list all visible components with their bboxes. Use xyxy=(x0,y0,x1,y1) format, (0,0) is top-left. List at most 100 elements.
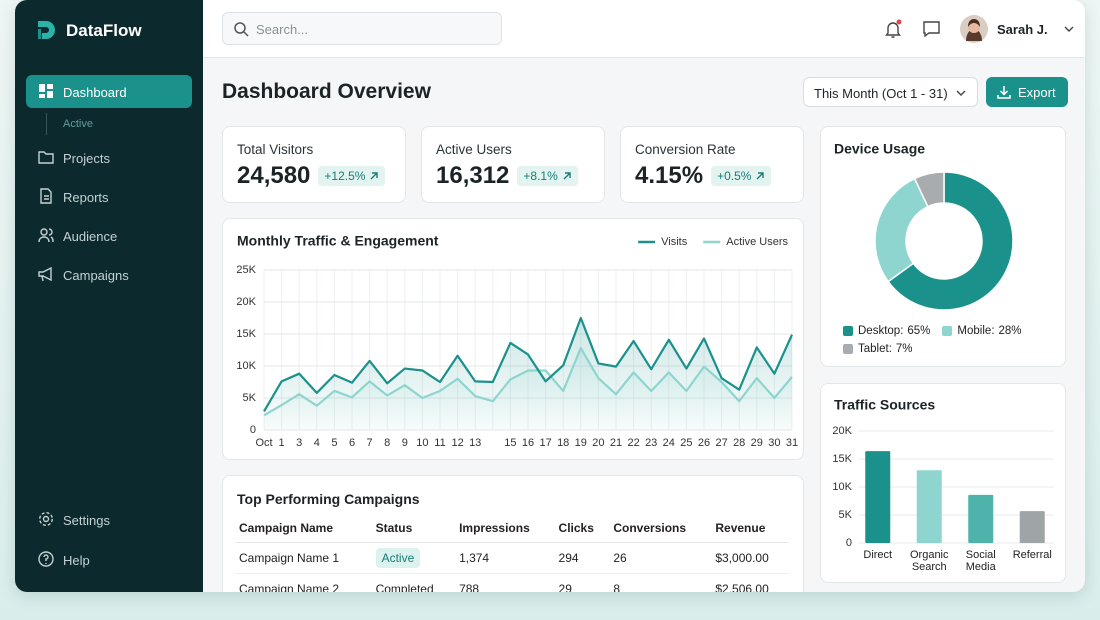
y-tick-label: 0 xyxy=(846,537,852,549)
table-head: Campaign NameStatusImpressionsClicksConv… xyxy=(235,514,789,543)
kpi-change: +8.1% xyxy=(517,166,577,186)
cell-text: 788 xyxy=(459,582,479,592)
nav-item[interactable]: Help xyxy=(26,543,192,576)
cell-text: 294 xyxy=(559,551,579,565)
avatar[interactable] xyxy=(960,15,988,43)
cell-text: 8 xyxy=(613,582,620,592)
x-tick-label: 8 xyxy=(384,437,390,449)
legend-label: Visits xyxy=(661,236,688,248)
table-cell: 29 xyxy=(555,574,610,593)
cell-text: 1,374 xyxy=(459,551,489,565)
x-tick-label: 5 xyxy=(331,437,337,449)
nav-item[interactable]: Audience xyxy=(26,219,192,252)
legend-label: Desktop xyxy=(858,325,907,337)
x-tick-label: 23 xyxy=(645,437,657,449)
cell-text: Campaign Name 2 xyxy=(239,582,339,592)
chart-title: Traffic Sources xyxy=(834,397,935,413)
kpi-card: Active Users 16,312+8.1% xyxy=(421,126,605,203)
table-cell: 1,374 xyxy=(455,543,554,574)
search-placeholder: Search... xyxy=(256,22,308,37)
table-row: Campaign Name 1 Active 1,374 294 26 $3,000.00 xyxy=(235,543,789,574)
nav-label: Help xyxy=(63,553,90,568)
export-button[interactable]: Export xyxy=(986,77,1068,107)
kpi-row: 4.15%+0.5% xyxy=(635,162,771,190)
topbar: Search... Sarah J. xyxy=(203,0,1085,58)
y-tick-label: 20K xyxy=(832,425,852,437)
x-tick-label: 19 xyxy=(575,437,587,449)
column-header: Campaign Name xyxy=(235,514,372,543)
traffic-card: Monthly Traffic & EngagementOct134567891… xyxy=(222,218,804,460)
date-range[interactable]: This Month (Oct 1 - 31) xyxy=(803,77,978,107)
campaign-table: Campaign NameStatusImpressionsClicksConv… xyxy=(235,514,789,592)
cell-text: Campaign Name 1 xyxy=(239,551,339,565)
x-tick-label: 17 xyxy=(539,437,551,449)
sub-line xyxy=(46,113,47,135)
kpi-label: Total Visitors xyxy=(237,142,313,157)
legend-label: Active Users xyxy=(726,236,788,248)
column-header: Status xyxy=(372,514,455,543)
table-cell: 26 xyxy=(609,543,711,574)
legend-label: Tablet xyxy=(858,343,896,355)
chat-icon[interactable] xyxy=(922,19,942,39)
arrow xyxy=(757,173,763,179)
cell-text: $2,506.00 xyxy=(715,582,768,592)
kpi-row: 16,312+8.1% xyxy=(436,162,578,190)
x-tick-label: 10 xyxy=(416,437,428,449)
x-tick-label: 6 xyxy=(349,437,355,449)
nav-item[interactable]: Dashboard xyxy=(26,75,192,108)
column-header: Impressions xyxy=(455,514,554,543)
y-tick-label: 25K xyxy=(236,264,256,276)
cell-text: Completed xyxy=(376,582,434,592)
header-row: Campaign NameStatusImpressionsClicksConv… xyxy=(235,514,789,543)
table-row: Campaign Name 2 Completed 788 298 $2,506.00 xyxy=(235,574,789,593)
campaigns-card: Top Performing Campaigns Campaign NameSt… xyxy=(222,475,804,592)
search-box[interactable]: Search... xyxy=(222,12,502,45)
nav-sub[interactable]: Active xyxy=(63,118,93,130)
bell-icon[interactable] xyxy=(884,19,904,39)
donut-slice xyxy=(875,179,928,282)
nav-label: Reports xyxy=(63,190,109,205)
x-tick-label: Oct xyxy=(255,437,272,449)
cell-text: $3,000.00 xyxy=(715,551,768,565)
x-tick-label: 28 xyxy=(733,437,745,449)
nav-label: Dashboard xyxy=(63,85,127,100)
legend-swatch xyxy=(843,344,853,354)
legend-value: 28% xyxy=(999,325,1022,337)
kpi-label: Active Users xyxy=(436,142,512,157)
table-cell: Active xyxy=(372,543,455,574)
legend-swatch xyxy=(843,326,853,336)
x-tick-label: 4 xyxy=(314,437,320,449)
kpi-label: Conversion Rate xyxy=(635,142,736,157)
x-tick-label: 1 xyxy=(279,437,285,449)
nav-label: Audience xyxy=(63,229,117,244)
table-cell: 8 xyxy=(609,574,711,593)
nav-item[interactable]: Campaigns xyxy=(26,258,192,291)
x-tick-label: 11 xyxy=(434,437,445,449)
kpi-change-text: +12.5% xyxy=(324,169,365,183)
table-cell: 294 xyxy=(555,543,610,574)
table-cell: $2,506.00 xyxy=(711,574,789,593)
device-card: Device UsageDesktop65%Mobile28%Tablet7% xyxy=(820,126,1066,367)
x-tick-label: 27 xyxy=(715,437,727,449)
table-cell: Completed xyxy=(372,574,455,593)
nav-item[interactable]: Reports xyxy=(26,180,192,213)
brand: DataFlow xyxy=(66,21,142,41)
legend: Desktop65%Mobile28%Tablet7% xyxy=(843,325,1043,355)
x-tick-label: Organic Search xyxy=(901,549,957,573)
nav-item[interactable]: Projects xyxy=(26,141,192,174)
chevron[interactable] xyxy=(1064,24,1074,34)
y-tick-label: 20K xyxy=(236,296,256,308)
x-tick-label: 7 xyxy=(367,437,373,449)
nav-item[interactable]: Settings xyxy=(26,503,192,536)
table-cell: 788 xyxy=(455,574,554,593)
kpi-change: +0.5% xyxy=(711,166,771,186)
nav-label: Settings xyxy=(63,513,110,528)
column-header: Clicks xyxy=(555,514,610,543)
x-tick-label: 20 xyxy=(592,437,604,449)
user-name[interactable]: Sarah J. xyxy=(997,22,1048,37)
column-header: Conversions xyxy=(609,514,711,543)
y-tick-label: 0 xyxy=(250,424,256,436)
y-tick-label: 15K xyxy=(236,328,256,340)
chart-title: Device Usage xyxy=(834,141,925,157)
